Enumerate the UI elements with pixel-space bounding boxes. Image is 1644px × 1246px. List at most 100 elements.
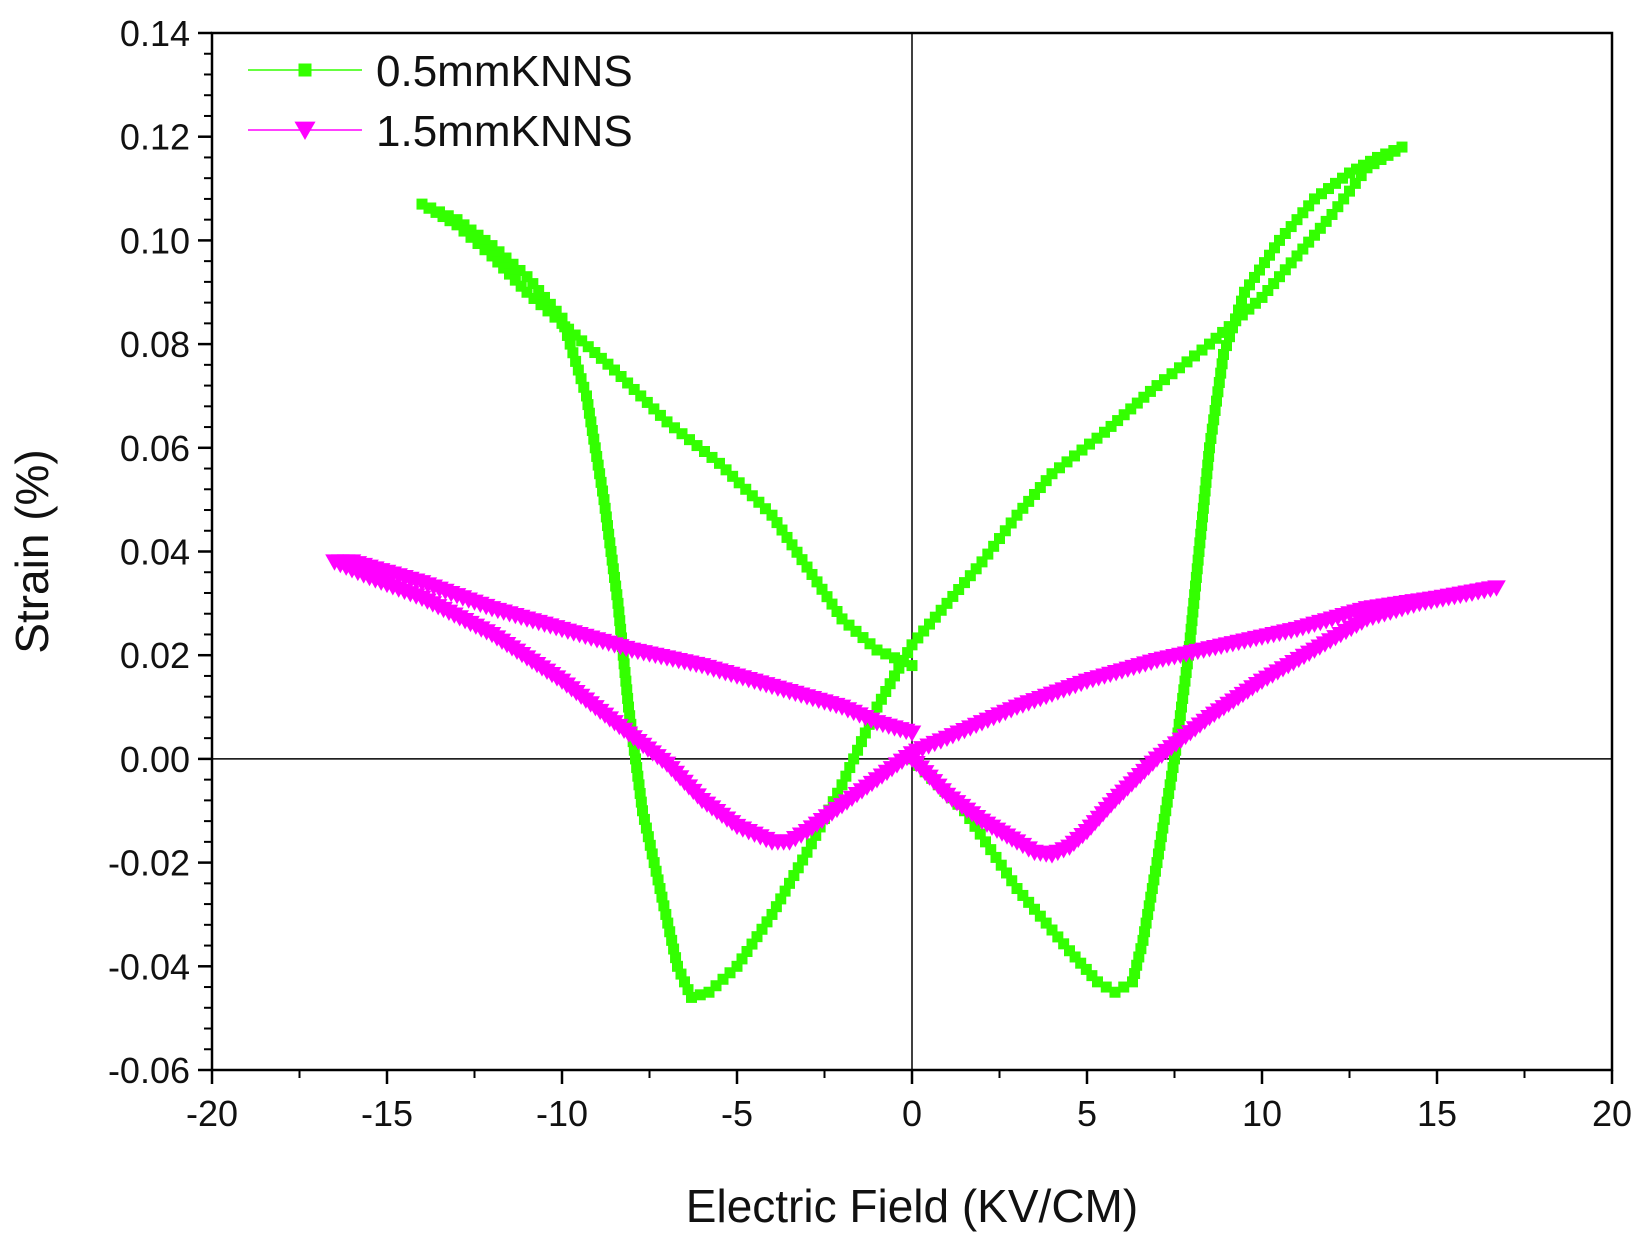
data-point — [628, 383, 640, 395]
data-point — [1163, 787, 1175, 799]
data-point — [1269, 242, 1280, 254]
data-point — [1169, 753, 1180, 765]
data-point — [1202, 459, 1214, 471]
data-point — [761, 916, 773, 928]
data-point — [648, 857, 660, 869]
data-point — [1034, 482, 1046, 494]
data-point — [1160, 805, 1172, 817]
data-point — [848, 753, 860, 765]
data-point — [1080, 963, 1092, 975]
data-point — [788, 870, 800, 882]
data-point — [622, 377, 634, 389]
data-point — [604, 537, 616, 549]
data-point — [1355, 170, 1367, 182]
data-point — [1166, 770, 1178, 782]
data-point — [633, 779, 645, 791]
data-point — [622, 692, 634, 704]
data-point — [618, 658, 630, 670]
data-point — [871, 701, 883, 713]
y-tick-label: -0.06 — [108, 1050, 190, 1091]
data-point — [1054, 462, 1065, 474]
data-point — [1011, 883, 1023, 895]
x-axis-title: Electric Field (KV/CM) — [686, 1180, 1138, 1232]
data-point — [1187, 606, 1199, 618]
data-point — [458, 219, 470, 231]
data-point — [615, 371, 627, 383]
data-point — [1297, 243, 1309, 255]
y-axis-title: Strain (%) — [6, 449, 58, 653]
data-point — [504, 268, 515, 280]
data-point — [594, 468, 606, 480]
data-point — [821, 591, 833, 603]
data-point — [791, 546, 803, 558]
data-point — [1129, 968, 1141, 980]
data-point — [801, 561, 813, 573]
x-tick-label: 15 — [1417, 1093, 1457, 1134]
data-point — [1249, 271, 1260, 283]
data-point — [844, 762, 856, 774]
data-point — [935, 604, 947, 616]
data-point — [620, 675, 632, 687]
data-point — [675, 968, 687, 980]
data-point — [561, 329, 573, 341]
data-point — [437, 211, 449, 223]
data-point — [1138, 391, 1150, 403]
data-point — [479, 234, 491, 246]
data-point — [826, 598, 838, 610]
data-point — [1375, 154, 1387, 166]
data-point — [652, 874, 664, 886]
data-point — [1279, 227, 1291, 239]
data-point — [634, 787, 646, 799]
data-point — [686, 991, 697, 1003]
data-point — [635, 796, 647, 808]
data-point — [1197, 511, 1208, 523]
data-point — [1011, 509, 1023, 521]
data-point — [1133, 951, 1145, 963]
data-point — [498, 262, 510, 274]
data-point — [472, 238, 484, 250]
data-point — [648, 403, 660, 415]
data-point — [1046, 468, 1058, 480]
data-point — [1320, 215, 1332, 227]
data-point — [969, 820, 981, 832]
x-tick-label: 10 — [1242, 1093, 1282, 1134]
data-point — [1330, 177, 1341, 189]
data-point — [1190, 571, 1202, 583]
data-point — [929, 611, 941, 623]
data-point — [661, 416, 673, 428]
data-point — [1323, 183, 1334, 195]
data-point — [1291, 250, 1303, 262]
data-point — [1148, 874, 1160, 886]
data-point — [585, 416, 597, 428]
data-point — [924, 618, 935, 630]
data-point — [549, 311, 561, 323]
data-point — [1236, 295, 1247, 307]
data-point — [779, 885, 791, 897]
data-point — [1337, 172, 1348, 184]
data-point — [1076, 444, 1088, 456]
data-point — [533, 285, 545, 297]
data-point — [691, 440, 703, 452]
data-point — [1249, 297, 1261, 309]
data-point — [1142, 908, 1154, 920]
data-point — [500, 252, 512, 264]
data-point — [638, 813, 650, 825]
data-point — [893, 662, 905, 674]
data-point — [595, 476, 607, 488]
data-point — [974, 828, 986, 840]
data-point — [1131, 397, 1143, 409]
data-point — [628, 744, 640, 756]
data-point — [527, 278, 539, 290]
data-point — [797, 854, 809, 866]
data-point — [766, 509, 778, 521]
data-point — [670, 952, 682, 964]
data-point — [1105, 420, 1117, 432]
data-point — [582, 341, 594, 353]
data-point — [1279, 264, 1291, 276]
data-point — [570, 355, 582, 367]
x-tick-label: -10 — [536, 1093, 588, 1134]
y-tick-label: 0.04 — [120, 532, 190, 573]
data-point — [582, 399, 594, 411]
data-point — [852, 744, 864, 756]
data-point — [1309, 229, 1320, 241]
